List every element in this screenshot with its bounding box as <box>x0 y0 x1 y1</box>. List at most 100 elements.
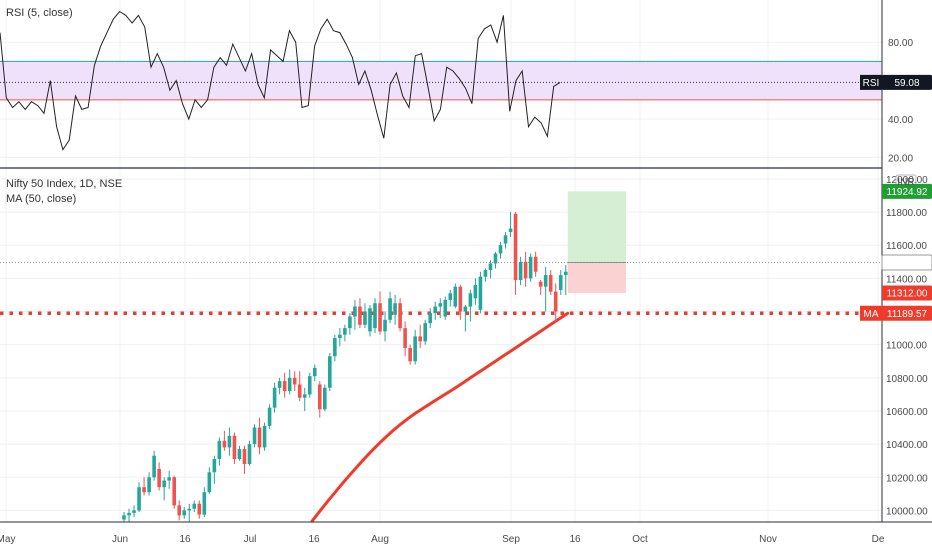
stop-zone <box>567 262 626 293</box>
candle <box>302 387 307 411</box>
candle-body <box>207 472 212 493</box>
rsi-line <box>0 10 561 151</box>
candle <box>383 311 387 342</box>
last-price-tag-text: 11495.45 <box>887 258 928 269</box>
time-tick-label: Sep <box>502 534 520 545</box>
candle-body <box>122 515 126 520</box>
candle <box>498 241 503 259</box>
candle <box>227 427 232 456</box>
candle-body <box>458 286 463 312</box>
price-tick-label: 10600.00 <box>886 407 928 418</box>
candle-body <box>287 377 292 392</box>
candle <box>438 298 443 319</box>
price-tick-label: 11600.00 <box>886 241 927 252</box>
candle-body <box>142 487 146 493</box>
candle-body <box>523 261 528 279</box>
rsi-legend[interactable]: RSI (5, close) <box>6 7 73 19</box>
candle <box>207 467 212 494</box>
candle-body <box>473 285 478 299</box>
candle-body <box>433 306 438 314</box>
candle-body <box>408 347 412 362</box>
candle <box>533 251 538 277</box>
stop-price-tag: 11312.00 <box>882 285 932 301</box>
candle <box>528 253 533 282</box>
price-tick-label: 11000.00 <box>886 341 927 352</box>
candle <box>443 296 448 320</box>
candle <box>338 328 342 347</box>
time-tick-label: 16 <box>308 534 320 545</box>
candle <box>428 308 433 329</box>
time-axis[interactable]: May Jun 16 Jul 16 Aug Sep 16 Oct Nov De <box>0 521 932 550</box>
candle-body <box>528 256 533 279</box>
candle <box>323 384 327 411</box>
candle <box>287 369 292 395</box>
price-axis[interactable]: 20.0040.0060.0080.0010000.0010200.001040… <box>860 0 932 550</box>
target-price-tag: 11924.92 <box>882 183 932 199</box>
candle <box>378 291 382 335</box>
price-tick-label: 10200.00 <box>886 473 928 484</box>
ma-tag-value: 11189.57 <box>882 305 932 321</box>
candle <box>518 256 523 286</box>
candle-body <box>533 256 538 272</box>
candle <box>368 304 372 337</box>
candle <box>543 266 548 312</box>
candle-body <box>202 492 207 515</box>
rsi-tick-label: 20.00 <box>888 153 913 164</box>
candle <box>262 422 267 451</box>
candle-body <box>343 328 347 335</box>
candle-body <box>518 261 523 281</box>
target-price-tag-bg <box>882 183 932 199</box>
candle-body <box>483 270 488 277</box>
time-tick-label: May <box>0 534 15 545</box>
last-price-tag-bg <box>881 254 932 271</box>
candle <box>483 268 488 282</box>
candle-body <box>453 286 458 307</box>
candle <box>478 271 483 314</box>
price-panel <box>0 191 882 536</box>
symbol-legend[interactable]: Nifty 50 Index, 1D, NSE <box>6 178 122 190</box>
candle-body <box>152 455 156 478</box>
candle-body <box>187 508 192 511</box>
candle <box>488 260 493 279</box>
candle <box>523 251 528 287</box>
candle-body <box>373 303 377 329</box>
candle-body <box>257 427 262 448</box>
candle-body <box>428 313 433 324</box>
candle-body <box>448 293 453 300</box>
candle <box>317 381 322 418</box>
candle-body <box>468 293 473 307</box>
candle-body <box>563 271 568 276</box>
time-axis-bg <box>0 522 932 550</box>
candle-body <box>297 384 302 398</box>
candle <box>363 303 367 329</box>
candle-body <box>302 394 307 398</box>
candle-body <box>212 459 217 473</box>
candle-body <box>328 356 332 388</box>
candle-body <box>418 336 422 342</box>
candle <box>433 301 438 320</box>
candle-body <box>242 449 247 464</box>
candle <box>563 265 568 295</box>
target-zone <box>567 191 626 263</box>
rsi-tag-label: RSI <box>863 78 880 89</box>
candle <box>182 507 187 519</box>
candle-body <box>172 477 176 506</box>
candle-body <box>388 298 392 320</box>
candle-body <box>348 316 352 329</box>
candle-body <box>403 328 407 348</box>
last-price-tag: 11495.45 <box>881 254 932 271</box>
rsi-panel <box>0 10 932 169</box>
axis-bg <box>882 0 932 550</box>
candle-body <box>217 440 222 460</box>
ma-legend[interactable]: MA (50, close) <box>6 193 76 205</box>
candle <box>177 500 182 521</box>
candle <box>353 299 357 330</box>
rsi-tick-label: 80.00 <box>888 38 913 49</box>
candle <box>247 440 252 466</box>
ma-line <box>310 311 570 523</box>
candle <box>393 294 397 325</box>
candle <box>277 377 282 395</box>
candle-body <box>277 381 282 388</box>
candle-body <box>192 503 197 509</box>
